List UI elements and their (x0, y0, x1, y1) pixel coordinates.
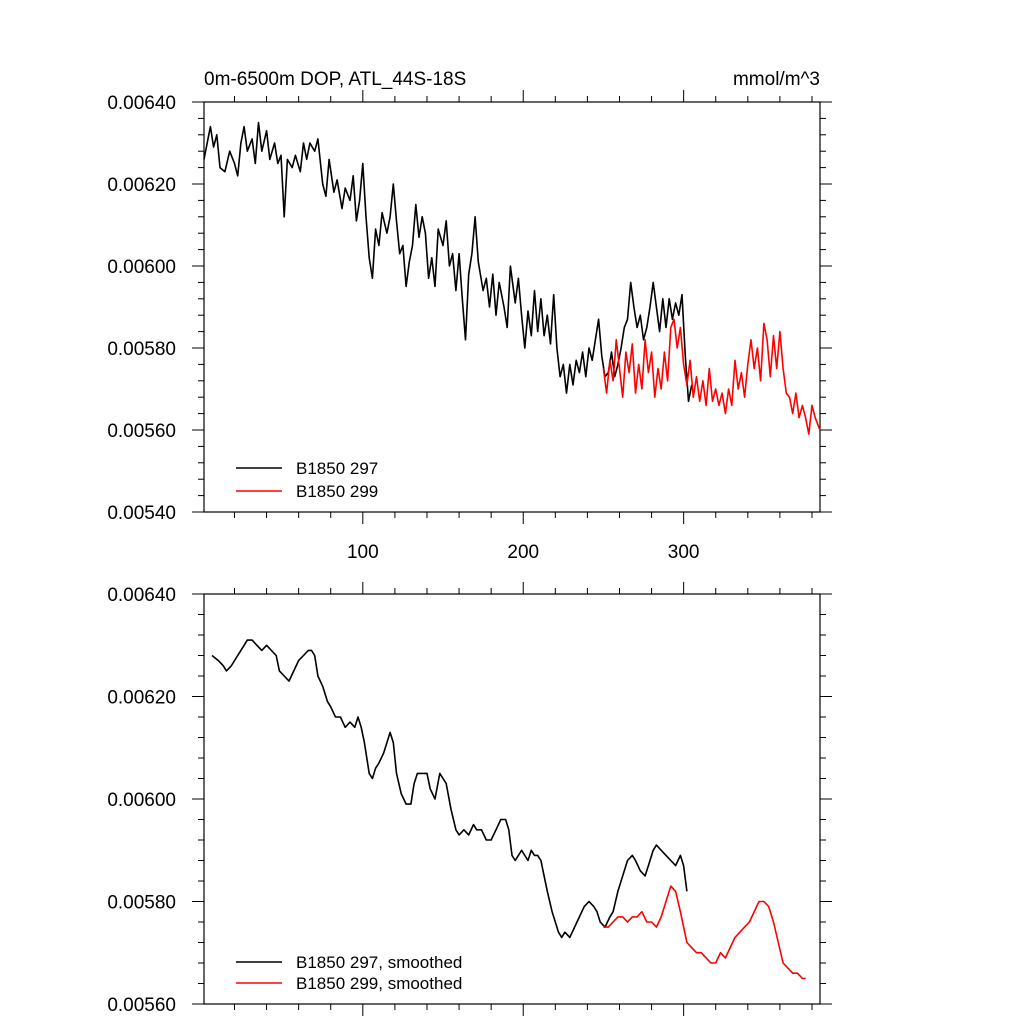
y-tick-label: 0.00600 (107, 790, 176, 811)
series-layer (211, 639, 806, 980)
series-line-b1850-297 (203, 121, 693, 403)
chart-title: 0m-6500m DOP, ATL_44S-18S (204, 69, 466, 90)
y-tick-label: 0.00560 (107, 995, 176, 1016)
y-tick-label: 0.00620 (107, 175, 176, 196)
axis-ticks (192, 582, 832, 1016)
y-tick-label: 0.00640 (107, 93, 176, 114)
legend-label-b1850-297-smoothed: B1850 297, smoothed (296, 953, 462, 972)
bottom-panel: 0.00560 0.00580 0.00600 0.00620 0.00640 B185… (107, 582, 832, 1016)
series-layer (203, 121, 821, 435)
plot-frame (203, 101, 821, 513)
x-tick-label: 200 (507, 542, 539, 563)
legend-label-b1850-299: B1850 299 (296, 482, 378, 501)
units-label: mmol/m^3 (733, 69, 820, 90)
legend-label-b1850-299-smoothed: B1850 299, smoothed (296, 974, 462, 993)
y-tick-labels: 0.00560 0.00580 0.00600 0.00620 0.00640 (107, 585, 176, 1016)
legend: B1850 297 B1850 299 (236, 459, 378, 501)
y-tick-label: 0.00540 (107, 503, 176, 524)
y-tick-label: 0.00580 (107, 339, 176, 360)
y-tick-label: 0.00600 (107, 257, 176, 278)
top-panel: 0m-6500m DOP, ATL_44S-18S mmol/m^3 0.005… (107, 69, 832, 563)
x-tick-label: 100 (347, 542, 379, 563)
y-tick-labels: 0.00540 0.00560 0.00580 0.00600 0.00620 0.006… (107, 93, 176, 524)
axis-ticks (192, 90, 832, 524)
y-tick-label: 0.00560 (107, 421, 176, 442)
series-line-b1850-299-smoothed (603, 885, 806, 980)
legend-label-b1850-297: B1850 297 (296, 459, 378, 478)
series-line-b1850-299 (602, 318, 821, 435)
plot-frame (203, 593, 821, 1005)
y-tick-label: 0.00640 (107, 585, 176, 606)
y-tick-label: 0.00620 (107, 688, 176, 709)
x-tick-label: 300 (668, 542, 700, 563)
legend: B1850 297, smoothed B1850 299, smoothed (236, 953, 462, 993)
y-tick-label: 0.00580 (107, 893, 176, 914)
series-line-b1850-297-smoothed (211, 639, 688, 939)
x-tick-labels: 100 200 300 (347, 542, 700, 563)
